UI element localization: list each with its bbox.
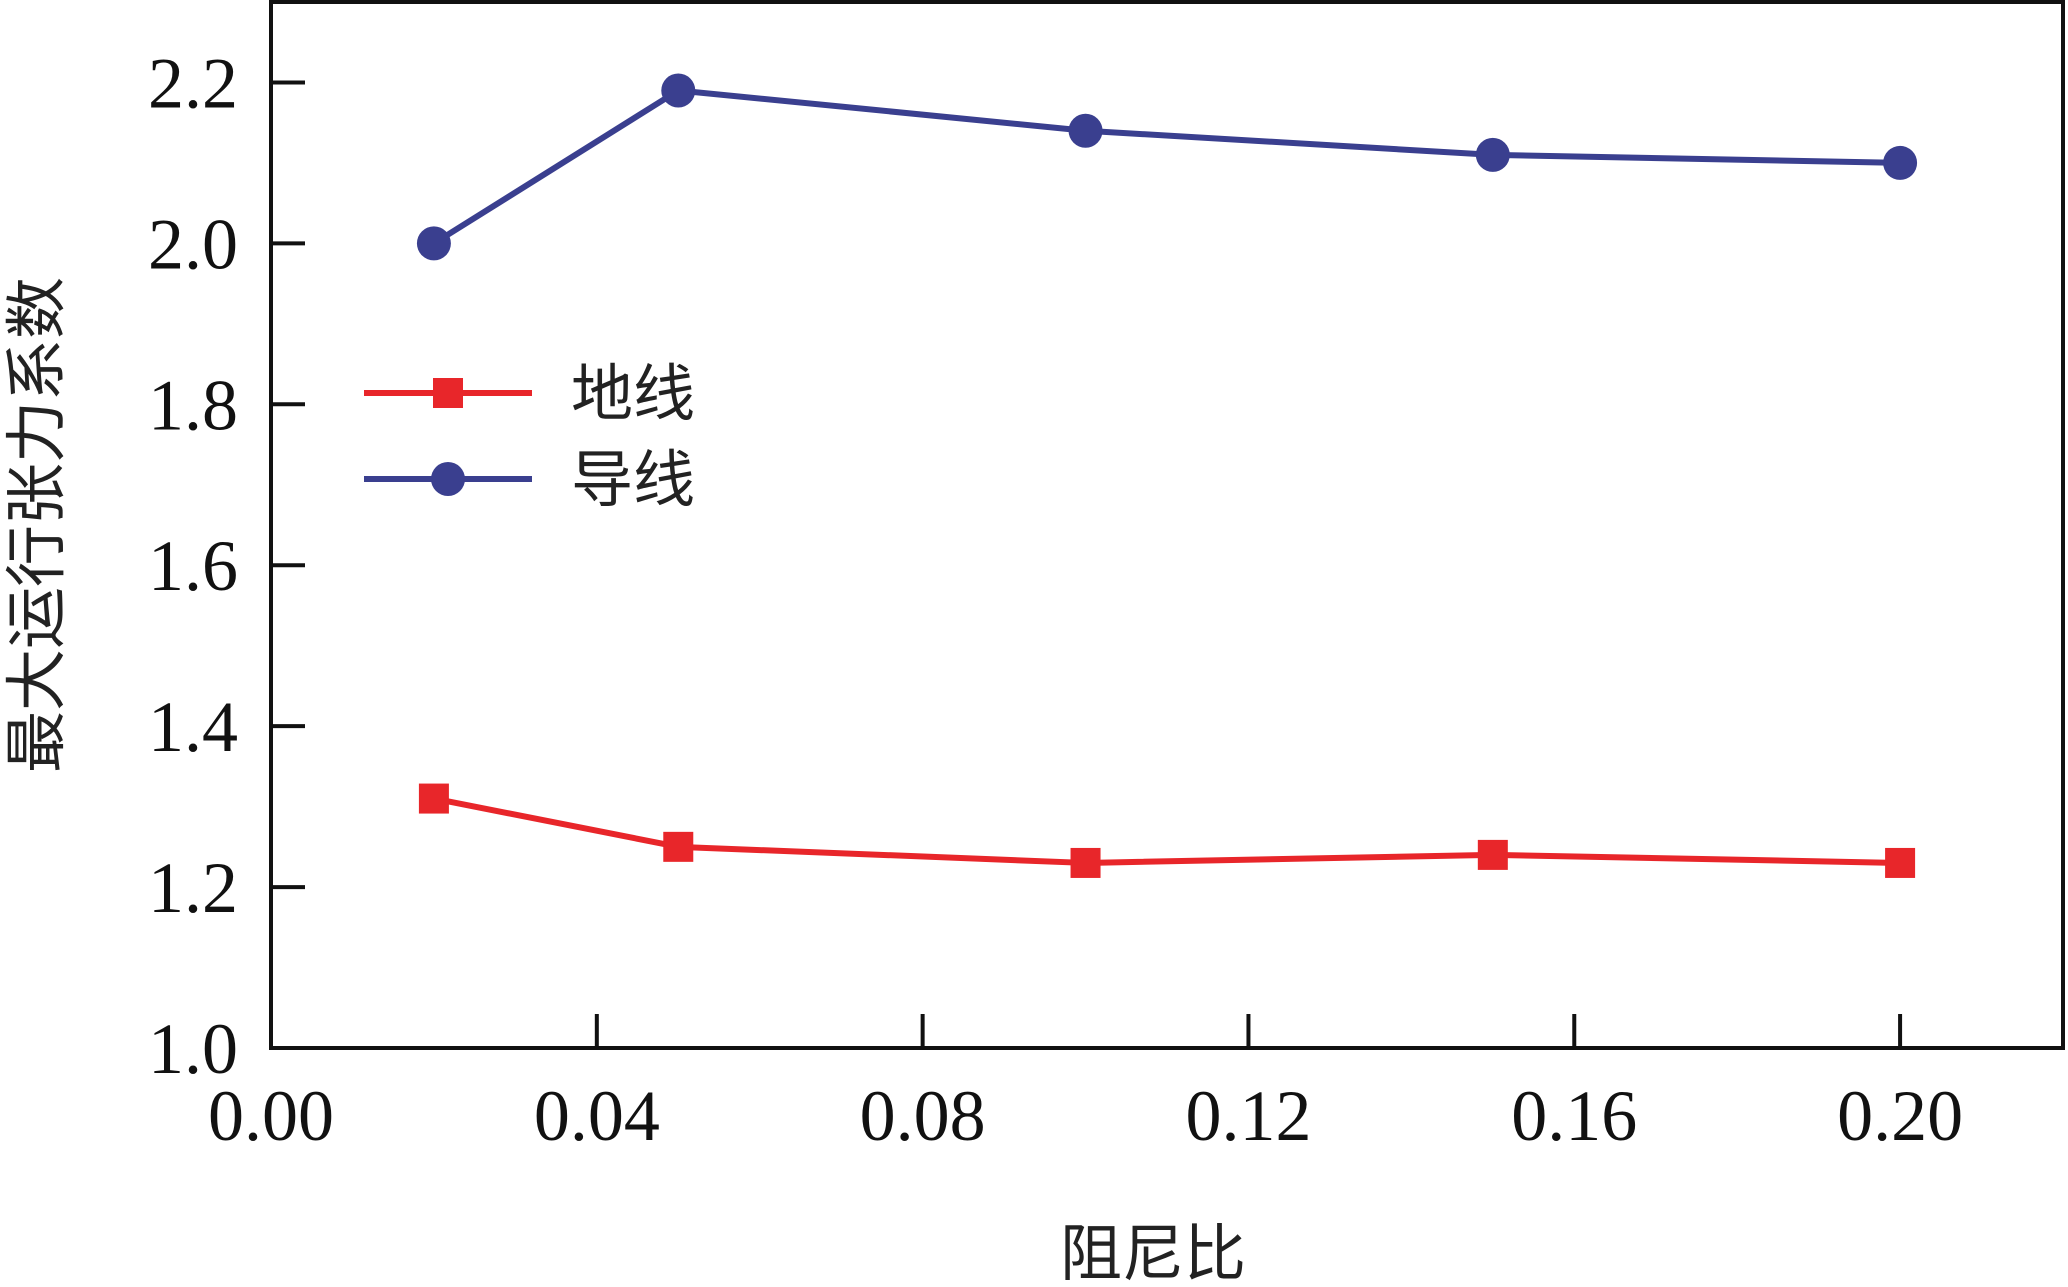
- y-tick-label: 1.2: [148, 848, 238, 928]
- y-tick-label: 1.6: [148, 526, 238, 606]
- data-point-circle: [1883, 145, 1918, 180]
- data-point-circle: [416, 226, 451, 261]
- y-axis: 1.0 1.2 1.4 1.6 1.8 2.0 2.2: [148, 43, 305, 1089]
- data-point-circle: [661, 73, 696, 108]
- x-tick-label: 0.08: [860, 1076, 986, 1156]
- legend-item: 地线: [364, 357, 695, 430]
- x-axis: 0.00 0.04 0.08 0.12 0.16 0.20: [208, 1014, 1963, 1156]
- legend-item: 导线: [364, 443, 695, 516]
- series-line: [433, 795, 1901, 866]
- y-tick-label: 2.0: [148, 204, 238, 284]
- data-point-circle: [1475, 137, 1510, 172]
- y-tick-label: 1.0: [148, 1009, 238, 1089]
- series-line: [432, 87, 1901, 246]
- legend-marker-circle: [431, 462, 465, 496]
- x-axis-title: 阻尼比: [1060, 1217, 1246, 1287]
- data-point-square: [1885, 847, 1916, 878]
- y-tick-label: 1.4: [148, 687, 238, 767]
- series-layer: [416, 73, 1918, 878]
- plot-frame: [269, 0, 2065, 1050]
- y-axis-title: 最大运行张力系数: [0, 277, 73, 773]
- data-point-square: [663, 831, 694, 862]
- legend-label: 地线: [571, 357, 695, 430]
- x-tick-label: 0.12: [1185, 1076, 1311, 1156]
- data-point-square: [418, 783, 449, 814]
- legend-marker-square: [433, 378, 463, 408]
- data-point-square: [1477, 839, 1508, 870]
- data-point-circle: [1068, 113, 1103, 148]
- data-point-square: [1070, 847, 1101, 878]
- legend-label: 导线: [571, 443, 695, 516]
- x-tick-label: 0.00: [208, 1076, 334, 1156]
- x-tick-label: 0.20: [1837, 1076, 1963, 1156]
- series-2: [416, 73, 1918, 261]
- series-1: [418, 783, 1916, 878]
- y-tick-label: 1.8: [148, 365, 238, 445]
- plot-border: [269, 0, 2065, 1050]
- y-tick-label: 2.2: [148, 43, 238, 123]
- x-tick-label: 0.16: [1511, 1076, 1637, 1156]
- x-tick-label: 0.04: [534, 1076, 660, 1156]
